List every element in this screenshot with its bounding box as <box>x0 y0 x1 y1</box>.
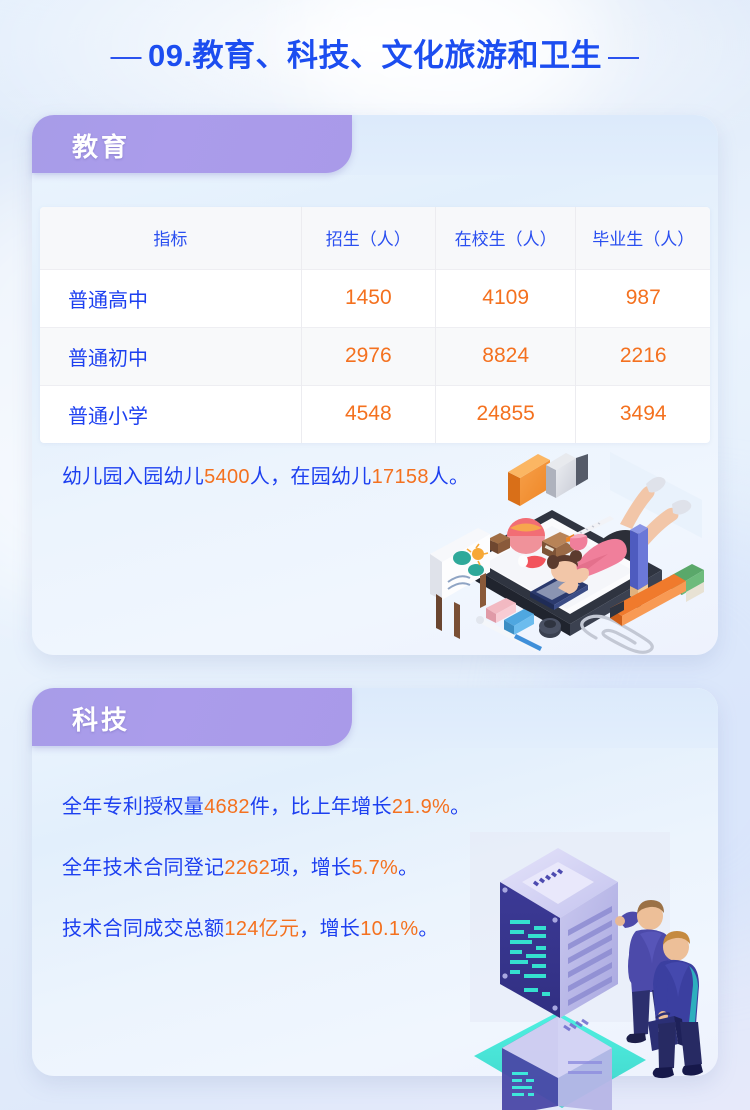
statement-part2: 项，增长 <box>270 857 352 879</box>
card-technology-heading: 科技 <box>72 705 131 735</box>
note-number-attending: 17158 <box>371 466 429 488</box>
table-row: 普通初中 2976 8824 2216 <box>40 326 710 385</box>
col-header-enrollment: 招生（人） <box>301 207 436 269</box>
statement-patents: 全年专利授权量4682件，比上年增长21.9%。 <box>62 790 470 819</box>
technology-illustration <box>470 832 703 1110</box>
statement-part1: 全年技术合同登记 <box>62 857 225 879</box>
card-education-heading: 教育 <box>72 132 131 162</box>
technology-statements: 全年专利授权量4682件，比上年增长21.9%。 全年技术合同登记2262项，增… <box>62 790 470 941</box>
note-text-part2: 人，在园幼儿 <box>249 466 372 488</box>
card-education-header-tab: 教育 <box>32 115 352 173</box>
cell-value: 4109 <box>435 268 577 327</box>
card-technology: 科技 全年专利授权量4682件，比上年增长21.9%。 全年技术合同登记2262… <box>32 688 718 1110</box>
statement-part1: 技术合同成交总额 <box>62 918 225 940</box>
col-header-in-school: 在校生（人） <box>435 207 577 269</box>
education-table: 指标 招生（人） 在校生（人） 毕业生（人） 普通高中 1450 4109 98… <box>40 207 710 443</box>
table-header-row: 指标 招生（人） 在校生（人） 毕业生（人） <box>40 207 710 269</box>
statement-number-1: 2262 <box>224 857 271 879</box>
cell-value: 987 <box>575 268 710 327</box>
note-text-part3: 人。 <box>428 466 470 488</box>
statement-part3: 。 <box>450 796 471 818</box>
card-education: 教育 指标 招生（人） 在校生（人） 毕业生（人） 普通高中 1450 4109 <box>32 115 718 655</box>
education-table-head: 指标 招生（人） 在校生（人） 毕业生（人） <box>40 207 710 269</box>
statement-number-1: 124亿元 <box>224 918 300 940</box>
cell-value: 1450 <box>301 268 436 327</box>
cell-value: 4548 <box>301 384 436 443</box>
cell-value: 24855 <box>435 384 577 443</box>
cell-value: 8824 <box>435 326 577 385</box>
cell-value: 3494 <box>575 384 710 443</box>
cell-value: 2216 <box>575 326 710 385</box>
title-dash-right: — <box>608 38 640 73</box>
table-row: 普通高中 1450 4109 987 <box>40 268 710 327</box>
note-number-enrolled: 5400 <box>204 466 250 488</box>
col-header-graduates: 毕业生（人） <box>575 207 710 269</box>
statement-turnover: 技术合同成交总额124亿元，增长10.1%。 <box>62 912 470 941</box>
row-label: 普通小学 <box>40 384 302 443</box>
statement-part3: 。 <box>398 857 419 879</box>
statement-part2: 件，比上年增长 <box>249 796 392 818</box>
statement-part3: 。 <box>418 918 439 940</box>
education-table-body: 普通高中 1450 4109 987 普通初中 2976 8824 2216 普… <box>40 268 710 443</box>
row-label: 普通初中 <box>40 326 302 385</box>
statement-part1: 全年专利授权量 <box>62 796 205 818</box>
statement-contracts: 全年技术合同登记2262项，增长5.7%。 <box>62 851 470 880</box>
statement-number-2: 21.9% <box>391 796 451 818</box>
cell-value: 2976 <box>301 326 436 385</box>
row-label: 普通高中 <box>40 268 302 327</box>
card-technology-header-tab: 科技 <box>32 688 352 746</box>
col-header-indicator: 指标 <box>40 207 302 269</box>
title-dash-left: — <box>110 38 142 73</box>
statement-number-1: 4682 <box>204 796 250 818</box>
kindergarten-note: 幼儿园入园幼儿5400人，在园幼儿17158人。 <box>62 460 469 489</box>
statement-part2: ，增长 <box>299 918 361 940</box>
note-text-part1: 幼儿园入园幼儿 <box>62 466 205 488</box>
table-row: 普通小学 4548 24855 3494 <box>40 384 710 443</box>
page-title: —09.教育、科技、文化旅游和卫生 — <box>0 30 750 75</box>
education-table-wrapper: 指标 招生（人） 在校生（人） 毕业生（人） 普通高中 1450 4109 98… <box>40 207 710 443</box>
statement-number-2: 10.1% <box>360 918 419 940</box>
statement-number-2: 5.7% <box>351 857 399 879</box>
page-title-text: 09.教育、科技、文化旅游和卫生 <box>147 38 603 73</box>
